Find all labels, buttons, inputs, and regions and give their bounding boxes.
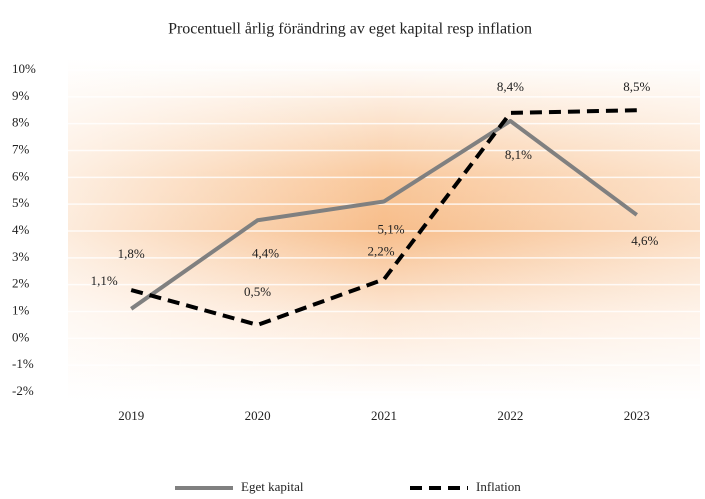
y-tick-label: 4% bbox=[12, 222, 30, 237]
y-tick-label: 10% bbox=[12, 61, 36, 76]
data-label: 4,4% bbox=[252, 245, 279, 260]
x-tick-label: 2019 bbox=[118, 408, 144, 423]
legend-label: Inflation bbox=[476, 479, 521, 494]
y-tick-label: -1% bbox=[12, 356, 34, 371]
y-tick-label: 5% bbox=[12, 195, 30, 210]
legend-label: Eget kapital bbox=[241, 479, 304, 494]
data-label: 8,1% bbox=[505, 147, 532, 162]
x-tick-label: 2023 bbox=[624, 408, 650, 423]
plot-background-fade bbox=[68, 60, 700, 400]
y-tick-label: 9% bbox=[12, 88, 30, 103]
y-tick-label: 7% bbox=[12, 141, 30, 156]
x-tick-label: 2021 bbox=[371, 408, 397, 423]
y-tick-label: 6% bbox=[12, 168, 30, 183]
y-tick-label: 2% bbox=[12, 276, 30, 291]
y-tick-label: 1% bbox=[12, 302, 30, 317]
data-label: 8,4% bbox=[497, 79, 524, 94]
data-label: 1,8% bbox=[118, 246, 145, 261]
data-label: 0,5% bbox=[244, 284, 271, 299]
data-label: 5,1% bbox=[377, 221, 404, 236]
series-line bbox=[130, 108, 637, 327]
y-tick-label: -2% bbox=[12, 383, 34, 398]
y-tick-label: 8% bbox=[12, 115, 30, 130]
data-label: 2,2% bbox=[367, 243, 394, 258]
data-label: 8,5% bbox=[623, 79, 650, 94]
y-tick-label: 0% bbox=[12, 329, 30, 344]
x-tick-label: 2022 bbox=[497, 408, 523, 423]
x-tick-label: 2020 bbox=[245, 408, 271, 423]
data-label: 1,1% bbox=[91, 273, 118, 288]
chart-title: Procentuell årlig förändring av eget kap… bbox=[168, 21, 532, 38]
series-line bbox=[130, 118, 638, 311]
data-label: 4,6% bbox=[631, 233, 658, 248]
y-tick-label: 3% bbox=[12, 249, 30, 264]
